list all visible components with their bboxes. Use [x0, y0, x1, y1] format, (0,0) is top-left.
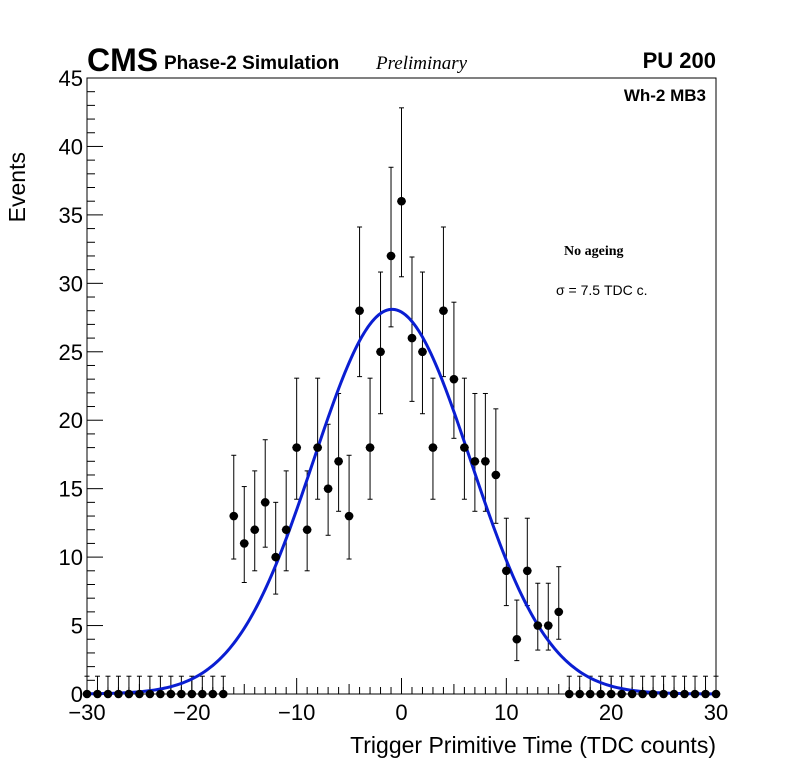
data-points — [82, 196, 721, 699]
data-point — [93, 689, 102, 699]
data-point — [428, 443, 438, 452]
data-point — [502, 566, 511, 576]
x-tick-label: 20 — [599, 700, 623, 725]
data-point — [208, 689, 218, 699]
x-tick-label: 10 — [494, 700, 518, 725]
cms-label: CMS — [87, 42, 158, 78]
data-point — [564, 689, 574, 699]
data-point — [313, 443, 322, 452]
data-point — [386, 251, 396, 261]
data-point — [166, 689, 176, 699]
data-point — [145, 689, 155, 699]
data-point — [575, 689, 585, 699]
x-tick-label: 0 — [395, 700, 407, 725]
data-point — [533, 621, 543, 630]
data-point — [135, 689, 144, 699]
data-point — [690, 689, 700, 699]
sigma-label: σ = 7.5 TDC c. — [556, 282, 648, 298]
data-point — [198, 689, 207, 699]
data-point — [334, 456, 343, 466]
data-point — [376, 347, 385, 357]
y-tick-label: 45 — [59, 66, 83, 91]
data-point — [449, 374, 459, 384]
data-point — [585, 689, 595, 699]
simulation-label: Phase-2 Simulation — [164, 53, 339, 74]
data-point — [669, 689, 679, 699]
data-point — [418, 347, 427, 357]
y-tick-labels: 0 5 10 15 20 25 30 35 40 45 — [59, 66, 83, 707]
y-tick-label: 25 — [59, 340, 83, 365]
y-tick-label: 15 — [59, 477, 83, 502]
gaussian-fit-line — [86, 307, 717, 696]
x-tick-label: −20 — [173, 700, 210, 725]
data-point — [365, 443, 375, 452]
data-point — [103, 689, 113, 699]
condition-label: No ageing — [564, 244, 624, 259]
data-point — [124, 689, 134, 699]
data-point — [292, 443, 301, 452]
y-tick-label: 0 — [71, 682, 83, 707]
data-point — [491, 470, 501, 480]
data-point — [523, 566, 532, 576]
data-point — [596, 689, 605, 699]
data-point — [229, 511, 239, 521]
x-tick-labels: −30 −20 −10 0 10 20 30 — [68, 700, 728, 725]
data-point — [281, 525, 291, 535]
data-point — [638, 689, 647, 699]
chamber-label: Wh-2 MB3 — [624, 86, 706, 105]
data-point — [617, 689, 626, 699]
data-point — [470, 456, 480, 466]
y-axis-label: Events — [4, 152, 30, 222]
data-point — [302, 525, 312, 535]
data-point — [82, 689, 92, 699]
data-point — [680, 689, 689, 699]
data-point — [260, 498, 270, 507]
x-tick-label: −30 — [68, 700, 105, 725]
data-point — [439, 306, 448, 316]
data-point — [187, 689, 197, 699]
data-point — [156, 689, 165, 699]
x-tick-label: 30 — [704, 700, 728, 725]
data-point — [250, 525, 260, 535]
data-point — [114, 689, 123, 699]
data-point — [355, 306, 364, 316]
data-point — [177, 689, 186, 699]
data-point — [659, 689, 668, 699]
data-point — [554, 607, 564, 617]
data-point — [543, 621, 553, 630]
preliminary-label: Preliminary — [375, 53, 468, 74]
y-tick-label: 20 — [59, 408, 83, 433]
error-bars — [82, 107, 721, 695]
x-axis-label: Trigger Primitive Time (TDC counts) — [350, 732, 716, 758]
y-tick-label: 40 — [59, 134, 83, 159]
data-point — [344, 511, 354, 521]
pileup-label: PU 200 — [643, 48, 716, 73]
y-tick-label: 35 — [59, 203, 83, 228]
data-point — [648, 689, 658, 699]
data-point — [701, 689, 710, 699]
x-tick-label: −10 — [278, 700, 315, 725]
data-point — [397, 196, 406, 206]
data-point — [606, 689, 616, 699]
data-point — [627, 689, 637, 699]
fit-curve — [86, 307, 717, 696]
data-point — [239, 539, 249, 548]
data-point — [460, 443, 469, 452]
data-point — [271, 552, 281, 562]
y-tick-label: 10 — [59, 545, 83, 570]
data-point — [323, 484, 333, 493]
data-point — [407, 333, 417, 343]
y-tick-label: 5 — [71, 614, 83, 639]
data-point — [711, 689, 721, 699]
y-tick-label: 30 — [59, 271, 83, 296]
data-point — [481, 456, 490, 466]
data-point — [512, 634, 522, 644]
data-point — [218, 689, 228, 699]
